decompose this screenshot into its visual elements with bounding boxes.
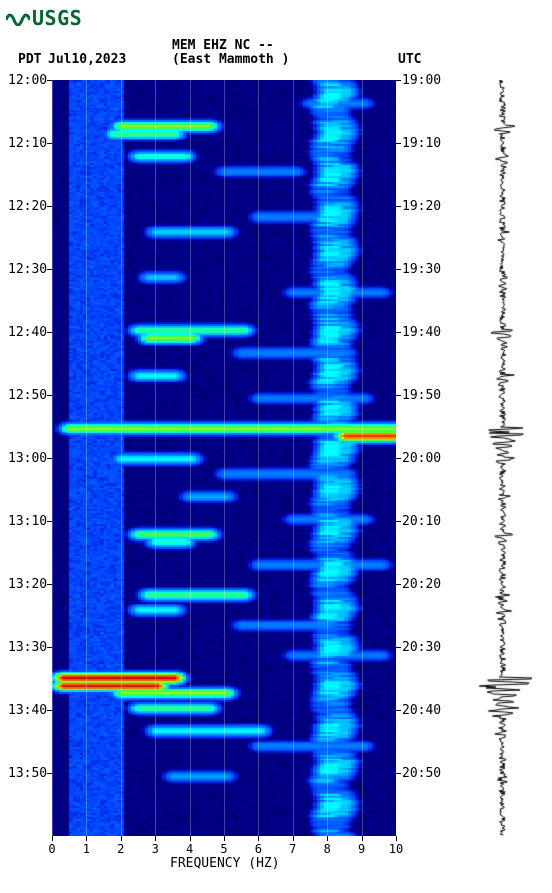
station-location: (East Mammoth ) <box>172 52 289 67</box>
x-tick-mark <box>224 836 225 841</box>
tick-mark <box>396 773 401 774</box>
y-left-tick-label: 12:00 <box>8 73 46 88</box>
tick-mark <box>396 521 401 522</box>
x-tick-label: 0 <box>48 842 55 856</box>
tick-mark <box>396 80 401 81</box>
seismogram-panel <box>460 80 545 836</box>
x-tick-label: 5 <box>220 842 227 856</box>
x-tick-label: 10 <box>389 842 403 856</box>
y-right-tick-label: 19:20 <box>402 199 441 214</box>
y-left-tick-label: 13:20 <box>8 577 46 592</box>
x-tick-label: 8 <box>324 842 331 856</box>
y-right-tick-label: 20:50 <box>402 766 441 781</box>
x-tick-label: 4 <box>186 842 193 856</box>
tick-mark <box>396 584 401 585</box>
gridline <box>293 80 294 836</box>
x-tick-label: 2 <box>117 842 124 856</box>
y-right-tick-label: 20:20 <box>402 577 441 592</box>
spectrogram-panel <box>52 80 396 836</box>
tick-mark <box>47 584 52 585</box>
x-tick-mark <box>293 836 294 841</box>
y-left-tick-label: 13:10 <box>8 514 46 529</box>
usgs-logo: USGS <box>6 4 82 32</box>
tick-mark <box>47 269 52 270</box>
x-tick-mark <box>258 836 259 841</box>
date-label: Jul10,2023 <box>48 52 126 67</box>
tick-mark <box>47 332 52 333</box>
logo-text: USGS <box>32 6 82 30</box>
gridline <box>190 80 191 836</box>
x-tick-label: 7 <box>289 842 296 856</box>
gridline <box>327 80 328 836</box>
station-code: MEM EHZ NC -- <box>172 38 274 53</box>
x-tick-mark <box>396 836 397 841</box>
gridline <box>362 80 363 836</box>
x-tick-label: 9 <box>358 842 365 856</box>
y-left-tick-label: 12:10 <box>8 136 46 151</box>
y-right-tick-label: 19:40 <box>402 325 441 340</box>
logo-wave-icon <box>6 4 30 32</box>
y-left-tick-label: 13:40 <box>8 703 46 718</box>
gridline <box>224 80 225 836</box>
tick-mark <box>396 458 401 459</box>
tick-mark <box>396 206 401 207</box>
x-tick-mark <box>86 836 87 841</box>
y-left-tick-label: 12:50 <box>8 388 46 403</box>
x-axis-title: FREQUENCY (HZ) <box>170 856 280 871</box>
plot-area: 12:0012:1012:2012:3012:4012:5013:0013:10… <box>0 80 552 870</box>
gridline <box>121 80 122 836</box>
y-right-tick-label: 20:00 <box>402 451 441 466</box>
gridline <box>258 80 259 836</box>
y-right-tick-label: 19:50 <box>402 388 441 403</box>
y-left-tick-label: 13:30 <box>8 640 46 655</box>
tick-mark <box>47 80 52 81</box>
tick-mark <box>396 143 401 144</box>
tick-mark <box>47 521 52 522</box>
left-tz-label: PDT <box>18 52 41 67</box>
y-left-tick-label: 12:30 <box>8 262 46 277</box>
gridline <box>86 80 87 836</box>
y-left-tick-label: 13:50 <box>8 766 46 781</box>
tick-mark <box>47 710 52 711</box>
y-right-tick-label: 20:10 <box>402 514 441 529</box>
x-tick-mark <box>190 836 191 841</box>
x-tick-mark <box>327 836 328 841</box>
tick-mark <box>396 269 401 270</box>
tick-mark <box>47 773 52 774</box>
seismogram-canvas <box>460 80 545 836</box>
right-tz-label: UTC <box>398 52 421 67</box>
y-right-tick-label: 19:10 <box>402 136 441 151</box>
y-right-tick-label: 20:40 <box>402 703 441 718</box>
y-left-tick-label: 13:00 <box>8 451 46 466</box>
tick-mark <box>396 647 401 648</box>
tick-mark <box>47 647 52 648</box>
y-right-tick-label: 19:00 <box>402 73 441 88</box>
tick-mark <box>396 710 401 711</box>
x-tick-label: 1 <box>83 842 90 856</box>
x-tick-label: 3 <box>152 842 159 856</box>
x-tick-mark <box>155 836 156 841</box>
gridline <box>52 80 53 836</box>
y-left-tick-label: 12:40 <box>8 325 46 340</box>
y-right-tick-label: 19:30 <box>402 262 441 277</box>
tick-mark <box>47 206 52 207</box>
tick-mark <box>396 332 401 333</box>
x-tick-label: 6 <box>255 842 262 856</box>
tick-mark <box>47 143 52 144</box>
tick-mark <box>396 395 401 396</box>
tick-mark <box>47 395 52 396</box>
x-tick-mark <box>362 836 363 841</box>
tick-mark <box>47 458 52 459</box>
x-tick-mark <box>121 836 122 841</box>
gridline <box>155 80 156 836</box>
y-left-tick-label: 12:20 <box>8 199 46 214</box>
x-tick-mark <box>52 836 53 841</box>
y-right-tick-label: 20:30 <box>402 640 441 655</box>
